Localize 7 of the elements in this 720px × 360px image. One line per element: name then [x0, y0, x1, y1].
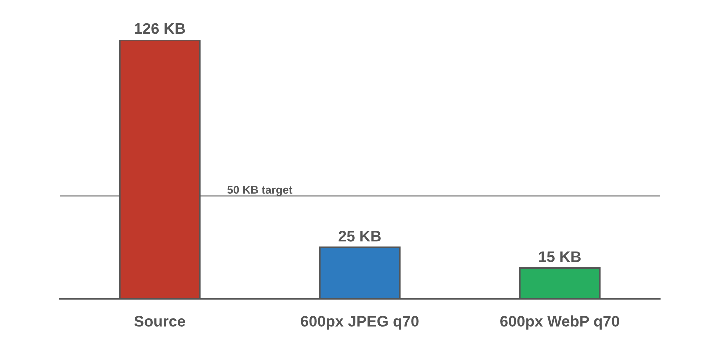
data-label: 126 KB: [135, 23, 186, 34]
data-label: 25 KB: [338, 230, 381, 242]
x-tick-label: 600px WebP q70: [500, 316, 620, 330]
ref-line-label: 50 KB target: [228, 186, 293, 196]
x-tick-label: 600px JPEG q70: [301, 316, 419, 330]
x-tick-label: Source: [134, 316, 186, 327]
data-label: 15 KB: [539, 252, 581, 262]
